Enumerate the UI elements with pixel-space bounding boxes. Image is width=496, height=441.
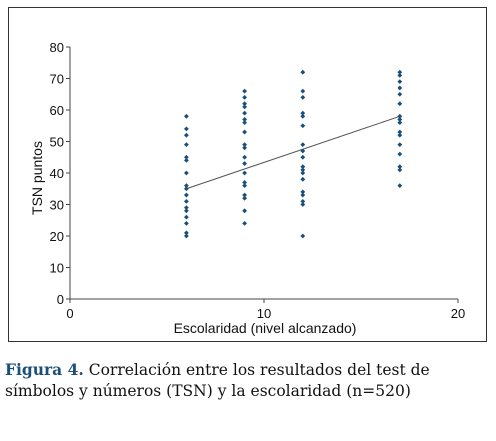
data-point <box>242 208 247 214</box>
data-point <box>184 233 189 239</box>
data-point <box>184 126 189 132</box>
data-point <box>242 183 247 188</box>
data-point <box>184 198 189 204</box>
x-tick-label: 10 <box>257 306 271 321</box>
data-point <box>397 164 403 170</box>
data-point <box>184 186 189 192</box>
caption-text: Correlación entre los resultados del tes… <box>5 361 430 400</box>
x-tick-label: 20 <box>451 306 465 321</box>
caption-label: Figura 4. <box>5 360 84 379</box>
axes <box>69 47 458 300</box>
data-point <box>397 101 403 107</box>
data-point <box>300 176 306 182</box>
data-point <box>184 205 189 211</box>
data-point <box>242 195 247 201</box>
data-point <box>397 85 403 91</box>
y-tick-label: 50 <box>50 135 64 150</box>
data-point <box>397 79 403 85</box>
chart-frame: 0 10 20 30 40 50 60 70 80 0 10 20 Escolaridad (nive… <box>8 7 487 342</box>
y-tick-label: 70 <box>50 72 64 87</box>
data-point <box>397 142 403 148</box>
data-point <box>242 101 247 107</box>
data-point <box>300 123 306 129</box>
x-axis-title: Escolaridad (nivel alcanzado) <box>174 320 357 336</box>
data-point <box>300 148 306 154</box>
data-points <box>184 69 403 239</box>
data-point <box>300 95 306 100</box>
ticks: 0 10 20 30 40 50 60 70 80 0 10 20 <box>50 40 466 321</box>
trend-line-group <box>186 115 400 190</box>
y-axis-title: TSN puntos <box>29 141 45 215</box>
data-point <box>184 208 189 214</box>
data-point <box>300 233 306 239</box>
scatter-plot: 0 10 20 30 40 50 60 70 80 0 10 20 Escolaridad (nive… <box>29 40 466 336</box>
data-point <box>184 158 189 163</box>
data-point <box>184 192 189 198</box>
data-point <box>242 192 247 198</box>
y-tick-label: 0 <box>57 292 64 307</box>
data-point <box>242 161 247 166</box>
data-point <box>300 202 306 207</box>
data-point <box>397 113 403 119</box>
figure-caption: Figura 4. Correlación entre los resultad… <box>5 359 491 402</box>
y-tick-label: 20 <box>50 229 64 244</box>
data-point <box>300 198 306 204</box>
data-point <box>300 192 306 198</box>
data-point <box>397 120 403 125</box>
data-point <box>242 154 247 160</box>
data-point <box>242 95 247 100</box>
data-point <box>397 183 403 188</box>
data-point <box>397 132 403 138</box>
data-point <box>242 142 247 148</box>
data-point <box>242 170 247 176</box>
data-point <box>242 117 247 122</box>
data-point <box>300 88 306 94</box>
y-tick-label: 40 <box>50 166 64 181</box>
y-tick-label: 10 <box>50 261 64 276</box>
data-point <box>242 110 247 116</box>
data-point <box>184 154 189 160</box>
data-point <box>242 145 247 151</box>
data-point <box>184 214 189 220</box>
data-point <box>184 132 189 138</box>
data-point <box>184 230 189 236</box>
data-point <box>242 120 247 125</box>
data-point <box>242 221 247 226</box>
data-point <box>397 117 403 122</box>
data-point <box>242 104 247 110</box>
data-point <box>397 167 403 173</box>
data-point <box>397 151 403 157</box>
data-point <box>397 72 403 78</box>
data-point <box>397 69 403 75</box>
data-point <box>300 113 306 119</box>
data-point <box>300 154 306 160</box>
data-point <box>397 129 403 135</box>
data-point <box>184 221 189 226</box>
data-point <box>300 164 306 170</box>
y-tick-label: 80 <box>50 40 64 55</box>
y-tick-label: 60 <box>50 103 64 118</box>
data-point <box>242 129 247 135</box>
trend-line <box>186 115 400 190</box>
data-point <box>184 113 189 119</box>
data-point <box>184 170 189 176</box>
data-point <box>300 69 306 75</box>
data-point <box>300 170 306 176</box>
y-tick-label: 30 <box>50 198 64 213</box>
data-point <box>300 110 306 116</box>
data-point <box>184 183 189 188</box>
data-point <box>300 142 306 148</box>
data-point <box>242 88 247 94</box>
data-point <box>242 180 247 185</box>
data-point <box>397 91 403 97</box>
data-point <box>300 167 306 173</box>
data-point <box>300 189 306 195</box>
x-tick-label: 0 <box>66 306 73 321</box>
data-point <box>184 142 189 148</box>
